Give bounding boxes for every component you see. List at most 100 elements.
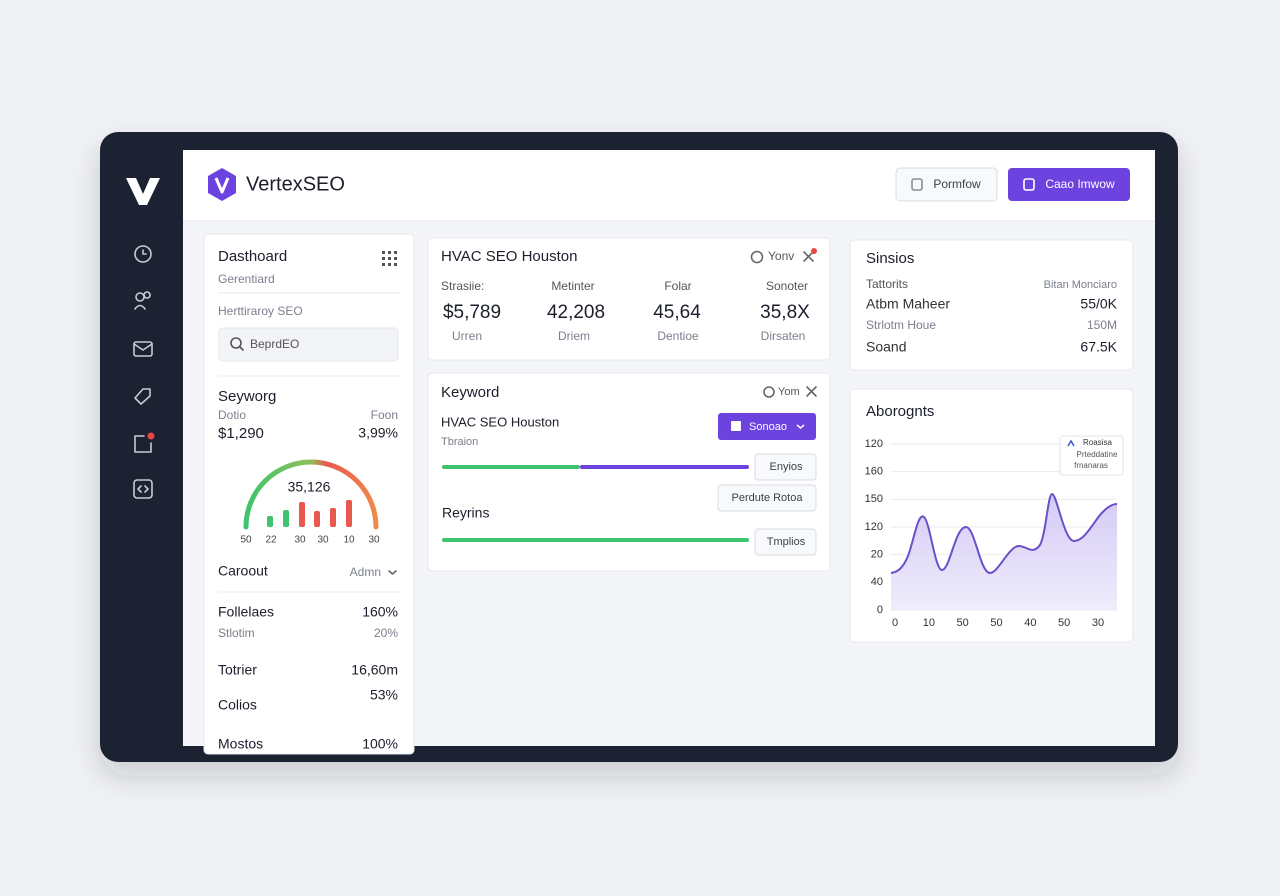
column-label: Metinter <box>551 279 594 293</box>
x-axis-label: 50 <box>1058 617 1070 629</box>
metric-label: Foon <box>371 408 398 422</box>
dot <box>394 251 397 254</box>
table-header: Bitan Monciaro <box>1044 279 1117 291</box>
search-box[interactable] <box>218 327 399 362</box>
row-label: Colios <box>218 697 257 713</box>
gauge-bar <box>299 502 305 527</box>
column-value: 35,8X <box>760 302 810 323</box>
column-label: Strasiie: <box>441 279 484 293</box>
card-action[interactable]: Yom <box>778 386 800 398</box>
header-button[interactable] <box>895 167 998 202</box>
icon-mail[interactable] <box>133 341 153 357</box>
card-title: Keyword <box>441 384 499 401</box>
chevron <box>796 424 805 429</box>
card-action[interactable]: Yonv <box>768 249 794 263</box>
legend-entry: frnanaras <box>1074 461 1108 470</box>
clock-icon <box>763 386 775 398</box>
y-axis-label: 20 <box>871 549 883 561</box>
table-header: Tattorits <box>866 277 908 291</box>
close-icon[interactable] <box>806 386 817 397</box>
icon-mail-flap <box>133 343 153 351</box>
legend-icon <box>1067 439 1075 447</box>
dot <box>394 263 397 266</box>
button-icon <box>1023 178 1035 191</box>
sessions-card <box>849 239 1134 371</box>
gauge-label: 50 <box>240 535 252 546</box>
notification-dot <box>811 248 817 254</box>
x-axis-label: 40 <box>1024 617 1036 629</box>
grid-icon[interactable] <box>382 251 397 266</box>
left-panel <box>203 233 415 755</box>
column-label: Sonoter <box>766 279 808 293</box>
icon-code[interactable] <box>133 479 153 499</box>
dropdown-label: Caroout <box>218 563 268 579</box>
column-sub: Dentioe <box>657 329 699 343</box>
clock-icon <box>750 250 764 264</box>
primary-button[interactable] <box>1008 168 1130 201</box>
panel-title: Dasthoard <box>218 248 287 265</box>
column-sub: Dirsaten <box>761 329 806 343</box>
row-value: 160% <box>362 604 398 620</box>
brand-logo-mark <box>214 177 230 194</box>
item-sub: Tbraion <box>441 436 478 448</box>
row-value: 150M <box>1087 318 1117 332</box>
gauge-arc <box>243 459 379 530</box>
action-button[interactable] <box>754 528 817 556</box>
section-label: Herttiraroy SEO <box>218 304 303 318</box>
select-label: Sonoao <box>749 421 787 433</box>
icon-clock[interactable] <box>134 245 152 263</box>
gauge-label: 30 <box>368 535 380 546</box>
chevron <box>388 570 397 575</box>
section-title: Reyrins <box>442 505 489 521</box>
primary-button-label: Caao Imwow <box>1045 177 1115 191</box>
legend-entry: Prteddatine <box>1077 450 1118 459</box>
row-label: Totrier <box>218 662 257 678</box>
row-value: 53% <box>370 687 398 703</box>
select-button[interactable] <box>718 413 816 440</box>
card-title: Aborognts <box>866 403 934 420</box>
gauge-bar <box>283 510 289 527</box>
row-label: Mostos <box>218 736 263 752</box>
metric-value: 3,99% <box>358 425 398 441</box>
sidebar-logo <box>126 178 160 205</box>
x-axis-label: 30 <box>1092 617 1104 629</box>
dot <box>388 251 391 254</box>
gauge-bar <box>314 511 320 527</box>
area-fill <box>891 494 1117 610</box>
action-button[interactable] <box>717 484 817 512</box>
row-label: Strlotm Houe <box>866 318 936 332</box>
metric-label: Dotio <box>218 408 246 422</box>
x-axis-label: 50 <box>957 617 969 629</box>
panel-subtitle: Gerentiard <box>218 272 275 286</box>
gauge-bar <box>267 516 273 527</box>
row-value: 55/0K <box>1080 296 1117 312</box>
row-value: 16,60m <box>351 662 398 678</box>
action-button-label: Tmplios <box>767 536 806 548</box>
header-button-label: Pormfow <box>933 177 981 191</box>
close-icon[interactable] <box>803 251 814 262</box>
line <box>890 492 1118 575</box>
dot <box>382 257 385 260</box>
action-button[interactable] <box>754 453 817 481</box>
dropdown-value[interactable]: Admn <box>350 565 381 579</box>
x-axis-label: 0 <box>892 617 898 629</box>
progress-green <box>442 538 749 542</box>
gauge-bar <box>330 508 336 527</box>
dot <box>382 263 385 266</box>
icon-tag[interactable] <box>134 388 151 405</box>
x-axis-label: 10 <box>923 617 935 629</box>
icon-notes[interactable] <box>134 435 152 453</box>
icon-users-detail <box>134 291 151 310</box>
notification-dot <box>147 432 155 440</box>
y-axis-label: 40 <box>871 576 883 588</box>
row-label: Atbm Maheer <box>866 296 950 312</box>
x-axis: 0 10 50 50 40 50 30 <box>892 617 1104 629</box>
row-value: 100% <box>362 736 398 752</box>
row-value: 67.5K <box>1080 339 1117 355</box>
action-button-label: Perdute Rotoa <box>732 492 804 504</box>
column-value: 45,64 <box>653 302 701 323</box>
gauge-bar <box>346 500 352 527</box>
icon-clock-hand <box>142 249 147 255</box>
row-label: Soand <box>866 339 906 355</box>
